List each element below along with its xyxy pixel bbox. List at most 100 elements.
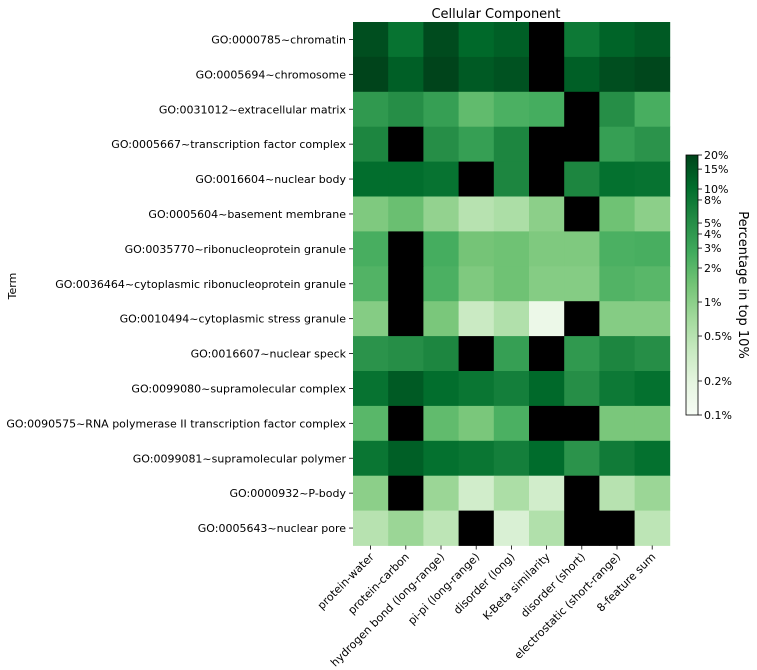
heatmap-cell	[388, 301, 424, 337]
heatmap-cell	[634, 336, 671, 372]
heatmap-cell	[564, 231, 600, 267]
heatmap-cell	[388, 266, 424, 302]
heatmap-cell	[353, 266, 389, 302]
heatmap-cell	[564, 440, 600, 477]
heatmap-cell	[599, 440, 635, 477]
colorbar-tick-label: 10%	[704, 183, 728, 196]
heatmap-cell	[599, 126, 635, 162]
row-label: GO:0010494~cytoplasmic stress granule	[120, 313, 347, 326]
heatmap-cell	[388, 371, 424, 407]
heatmap-cell	[564, 475, 600, 511]
heatmap-cell	[564, 91, 600, 128]
heatmap-cell	[529, 475, 565, 511]
heatmap-cell	[423, 371, 459, 407]
heatmap-cell	[599, 22, 635, 58]
heatmap-cell	[599, 231, 635, 267]
heatmap-cell	[423, 336, 459, 372]
heatmap-cell	[599, 56, 635, 93]
heatmap-cell	[599, 91, 635, 128]
row-label: GO:0035770~ribonucleoprotein granule	[125, 243, 347, 256]
heatmap-cell	[353, 405, 389, 442]
heatmap-cell	[529, 91, 565, 128]
heatmap-cell	[564, 22, 600, 58]
heatmap-cell	[388, 196, 424, 232]
heatmap-cell	[564, 56, 600, 93]
heatmap-cell	[388, 161, 424, 197]
heatmap-cell	[388, 510, 424, 546]
heatmap-cell	[458, 196, 495, 232]
heatmap-cell	[529, 301, 565, 337]
heatmap-cell	[423, 266, 459, 302]
colorbar-tick-label: 0.1%	[704, 409, 732, 422]
row-label: GO:0000932~P-body	[230, 487, 347, 500]
heatmap-cell	[388, 91, 424, 128]
heatmap-cell	[634, 231, 671, 267]
heatmap-cell	[458, 231, 495, 267]
colorbar: 0.1% 0.2% 0.5% 1% 2% 3%4%5% 8%10% 15%20% Percen…	[685, 149, 750, 422]
heatmap-cell	[353, 56, 389, 93]
heatmap-cell	[458, 266, 495, 302]
colorbar-tick-label: 2%	[704, 262, 721, 275]
heatmap-cell	[599, 371, 635, 407]
heatmap-cell	[564, 301, 600, 337]
row-label: GO:0099080~supramolecular complex	[131, 382, 346, 395]
row-label: GO:0005694~chromosome	[196, 68, 347, 81]
heatmap-cell	[564, 196, 600, 232]
heatmap-cell	[493, 510, 530, 546]
heatmap-cell	[493, 475, 530, 511]
heatmap-cell	[634, 196, 671, 232]
heatmap-cell	[423, 56, 459, 93]
heatmap-cell	[458, 405, 495, 442]
heatmap-cell	[388, 440, 424, 477]
heatmap-cell	[493, 405, 530, 442]
heatmap-cell	[458, 371, 495, 407]
heatmap-cell	[493, 22, 530, 58]
heatmap-cell	[353, 22, 389, 58]
heatmap-cell	[634, 266, 671, 302]
heatmap-cell	[458, 510, 495, 546]
heatmap-cell	[388, 336, 424, 372]
heatmap-cell	[599, 266, 635, 302]
heatmap-cell	[564, 510, 600, 546]
column-label: disorder (short)	[518, 550, 588, 620]
heatmap-cell	[599, 405, 635, 442]
heatmap-cell	[634, 56, 671, 93]
heatmap-cell	[353, 475, 389, 511]
heatmap-cell	[423, 91, 459, 128]
row-label: GO:0016607~nuclear speck	[191, 348, 347, 361]
chart-title: Cellular Component	[431, 7, 560, 22]
y-axis-label: Term	[6, 273, 19, 301]
heatmap-cell	[529, 405, 565, 442]
colorbar-tick-label: 4%	[704, 228, 721, 241]
heatmap-cell	[529, 161, 565, 197]
heatmap-cell	[599, 161, 635, 197]
heatmap-cell	[634, 475, 671, 511]
colorbar-tick-label: 5%	[704, 217, 721, 230]
heatmap-cell	[458, 440, 495, 477]
heatmap-cell	[458, 301, 495, 337]
heatmap-cell	[564, 161, 600, 197]
heatmap-cell	[353, 510, 389, 546]
heatmap-cell	[423, 196, 459, 232]
heatmap-cell	[353, 371, 389, 407]
heatmap-cell	[423, 231, 459, 267]
heatmap-cell	[353, 440, 389, 477]
heatmap-cell	[529, 126, 565, 162]
heatmap-cell	[458, 475, 495, 511]
heatmap-cell	[493, 91, 530, 128]
heatmap-cell	[634, 161, 671, 197]
row-label: GO:0036464~cytoplasmic ribonucleoprotein…	[55, 278, 346, 291]
row-label: GO:0005643~nuclear pore	[198, 522, 346, 535]
heatmap-cell	[564, 126, 600, 162]
heatmap-cell	[529, 231, 565, 267]
heatmap-cell	[493, 56, 530, 93]
heatmap-cell	[423, 510, 459, 546]
heatmap-cell	[423, 440, 459, 477]
heatmap-cell	[353, 301, 389, 337]
heatmap-cell	[529, 336, 565, 372]
heatmap-cell	[564, 371, 600, 407]
heatmap-cell	[493, 196, 530, 232]
heatmap-cell	[634, 440, 671, 477]
heatmap-cell	[353, 231, 389, 267]
